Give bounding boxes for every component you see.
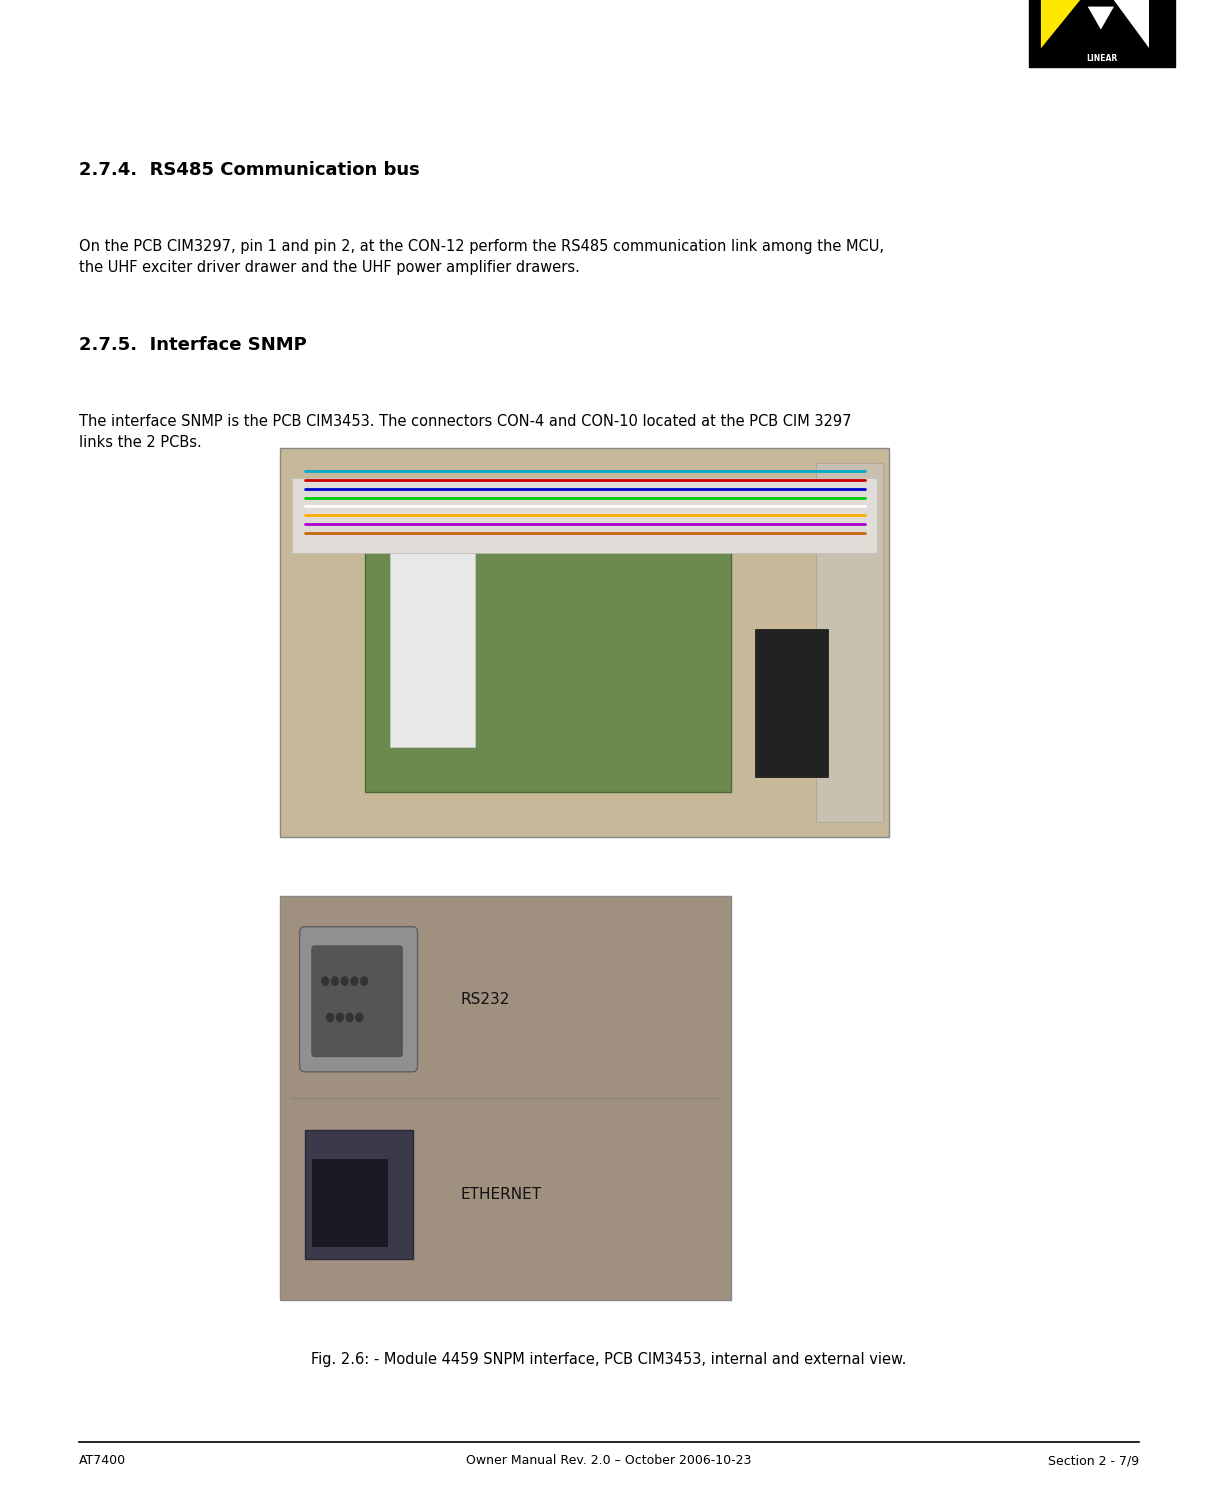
Text: The interface SNMP is the PCB CIM3453. The connectors CON-4 and CON-10 located a: The interface SNMP is the PCB CIM3453. T… [79, 414, 851, 450]
Circle shape [326, 1013, 334, 1022]
Circle shape [322, 977, 329, 986]
FancyBboxPatch shape [292, 478, 877, 553]
Circle shape [336, 1013, 343, 1022]
FancyBboxPatch shape [1029, 0, 1175, 67]
Polygon shape [1102, 0, 1149, 48]
FancyBboxPatch shape [312, 946, 402, 1056]
FancyBboxPatch shape [304, 1131, 413, 1259]
Text: Section 2 - 7/9: Section 2 - 7/9 [1047, 1454, 1139, 1467]
FancyBboxPatch shape [280, 896, 731, 1300]
Polygon shape [1088, 6, 1114, 30]
FancyBboxPatch shape [365, 500, 731, 792]
Text: AT7400: AT7400 [79, 1454, 127, 1467]
FancyBboxPatch shape [816, 463, 883, 822]
Circle shape [346, 1013, 353, 1022]
FancyBboxPatch shape [280, 448, 889, 837]
Circle shape [331, 977, 339, 986]
FancyBboxPatch shape [390, 553, 475, 747]
FancyBboxPatch shape [300, 926, 418, 1071]
Circle shape [361, 977, 368, 986]
Text: 2.7.5.  Interface SNMP: 2.7.5. Interface SNMP [79, 336, 307, 354]
Text: Owner Manual Rev. 2.0 – October 2006-10-23: Owner Manual Rev. 2.0 – October 2006-10-… [466, 1454, 752, 1467]
Text: RS232: RS232 [460, 992, 510, 1007]
Circle shape [356, 1013, 363, 1022]
Text: LINEAR: LINEAR [1086, 54, 1118, 63]
Text: ETHERNET: ETHERNET [460, 1188, 542, 1203]
Text: Fig. 2.6: - Module 4459 SNPM interface, PCB CIM3453, internal and external view.: Fig. 2.6: - Module 4459 SNPM interface, … [312, 1352, 906, 1367]
FancyBboxPatch shape [755, 629, 828, 777]
Polygon shape [1041, 0, 1094, 48]
Text: 2.7.4.  RS485 Communication bus: 2.7.4. RS485 Communication bus [79, 161, 420, 179]
Text: On the PCB CIM3297, pin 1 and pin 2, at the CON-12 perform the RS485 communicati: On the PCB CIM3297, pin 1 and pin 2, at … [79, 239, 884, 275]
Circle shape [341, 977, 348, 986]
Circle shape [351, 977, 358, 986]
FancyBboxPatch shape [312, 1159, 389, 1247]
